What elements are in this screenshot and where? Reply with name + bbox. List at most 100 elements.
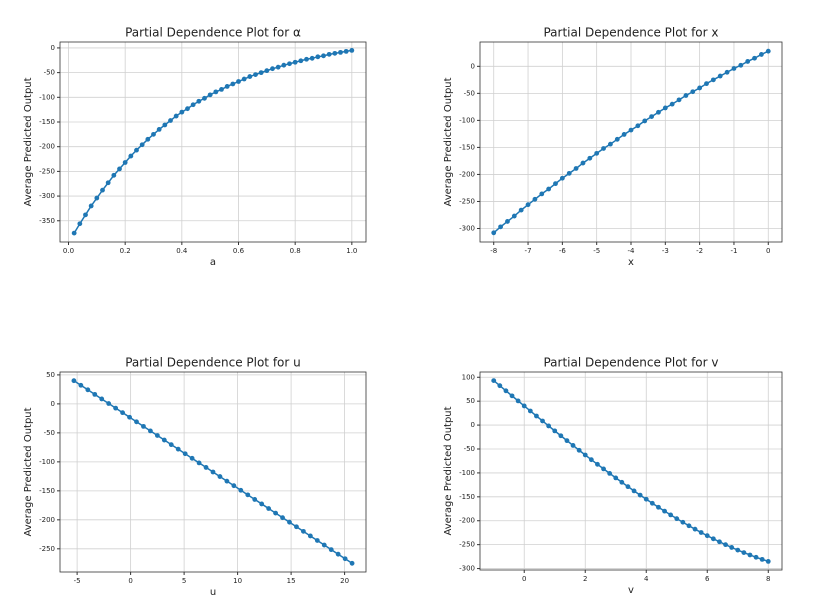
data-point (281, 62, 287, 68)
data-point (182, 451, 188, 457)
x-tick-label: -8 (490, 247, 497, 255)
data-point (247, 74, 253, 79)
data-point (100, 187, 105, 193)
chart-panel: -5 0 5 10 15 20500-50-100-150-200-250Partial … (23, 356, 367, 598)
data-point (162, 122, 168, 128)
data-point (511, 213, 517, 219)
data-point (735, 547, 741, 553)
data-point (287, 519, 292, 525)
data-point (566, 170, 572, 176)
data-point (210, 469, 216, 475)
x-tick-label: 0 (522, 575, 526, 583)
data-point (332, 50, 338, 56)
data-point (674, 516, 680, 522)
x-tick-label: -4 (628, 247, 636, 255)
data-point (729, 545, 735, 550)
data-point (77, 221, 83, 227)
axes-frame (479, 371, 783, 571)
y-axis-label: Average Predicted Output (443, 77, 454, 206)
x-axis-label: u (210, 587, 216, 598)
data-point (202, 95, 207, 101)
data-point (505, 219, 510, 224)
data-point (349, 47, 355, 53)
data-point (175, 446, 181, 452)
data-point (252, 497, 258, 502)
data-point (552, 428, 558, 434)
data-point (539, 191, 545, 197)
data-point (145, 136, 151, 142)
data-point (741, 550, 747, 555)
data-point (88, 203, 94, 209)
y-tick-label: -150 (459, 143, 475, 151)
data-point (613, 475, 619, 481)
data-point (759, 556, 765, 562)
data-point (491, 230, 497, 236)
data-point (245, 492, 251, 498)
axes-frame (59, 371, 367, 573)
data-point (338, 49, 343, 55)
data-point (83, 212, 88, 218)
data-point (309, 55, 315, 61)
data-point (747, 552, 753, 558)
data-point (326, 51, 332, 57)
x-tick-label: 0.2 (120, 247, 131, 255)
data-point (731, 66, 737, 71)
data-point (683, 93, 689, 98)
data-point (241, 76, 247, 82)
x-tick-label: 0.6 (233, 247, 245, 255)
data-point (148, 428, 153, 434)
y-tick-label: -250 (39, 167, 55, 175)
data-point (71, 378, 77, 384)
data-point (219, 87, 224, 92)
data-point (686, 523, 692, 529)
data-point (515, 398, 521, 404)
data-point (752, 55, 757, 61)
data-point (168, 118, 173, 123)
data-point (704, 81, 709, 87)
data-point (649, 114, 654, 119)
data-point (127, 414, 132, 420)
chart-panel: -8 -7 -6 -5 -4 -3 -2 -1 00-50-100-150-200-250-30… (443, 26, 783, 268)
x-tick-label: -6 (559, 247, 567, 255)
data-point (292, 59, 298, 65)
data-point (662, 105, 668, 111)
data-point (518, 207, 524, 213)
data-point (573, 166, 579, 171)
data-point (668, 512, 674, 518)
y-tick-label: 50 (466, 397, 475, 405)
y-tick-label: -100 (459, 116, 475, 124)
data-point (122, 160, 128, 165)
data-point (570, 443, 576, 448)
data-point (642, 118, 648, 124)
data-point (527, 408, 533, 414)
data-point (558, 433, 564, 439)
x-tick-label: 0 (128, 577, 132, 585)
axes-frame (479, 41, 783, 243)
y-tick-label: 0 (51, 44, 55, 52)
y-tick-label: -100 (459, 469, 475, 477)
axes-frame (59, 41, 367, 243)
data-point (168, 442, 174, 448)
data-point (534, 413, 539, 419)
data-point (710, 77, 716, 83)
x-tick-label: 10 (233, 577, 242, 585)
y-tick-label: -350 (39, 217, 55, 225)
data-point (113, 405, 119, 411)
data-point (631, 488, 637, 494)
data-point (253, 72, 258, 77)
data-point (94, 195, 100, 201)
data-point (224, 84, 230, 89)
y-tick-label: -250 (459, 541, 475, 549)
data-point (224, 478, 230, 484)
data-point (594, 150, 600, 156)
y-tick-label: -200 (39, 143, 55, 151)
data-point (236, 79, 241, 84)
data-point (301, 528, 306, 534)
data-point (656, 504, 661, 510)
data-point (601, 146, 606, 151)
y-tick-label: 50 (46, 371, 55, 379)
data-point (635, 123, 641, 129)
data-point (649, 500, 655, 506)
data-point (196, 98, 202, 104)
data-point (498, 224, 503, 230)
